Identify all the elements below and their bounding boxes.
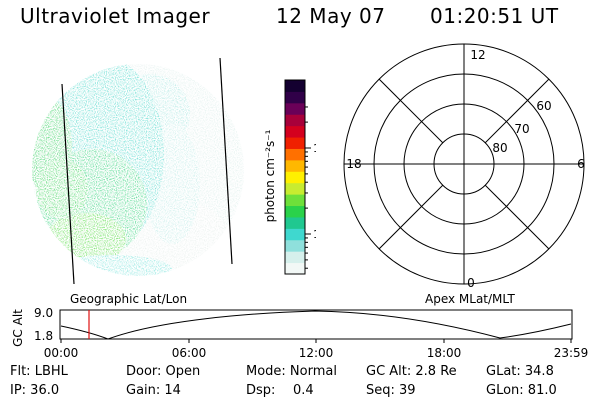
colorbar-tick-label: 10 (313, 228, 316, 241)
colorbar-stripe (285, 194, 305, 207)
meridian-line-right (219, 57, 233, 265)
colorbar-stripe (285, 125, 305, 138)
ip-info: IP: 36.0 (10, 383, 60, 398)
diag-se (484, 184, 550, 250)
lat-label-70: 70 (514, 122, 529, 136)
apex-caption: Apex MLat/MLT (425, 292, 515, 306)
mlt-label-6: 6 (577, 157, 585, 171)
colorbar-unit-label: photon cm⁻²s⁻¹ (263, 129, 277, 222)
mlt-label-12: 12 (470, 48, 485, 62)
colorbar-stripe (285, 205, 305, 218)
glat-info: GLat: 34.8 (486, 364, 554, 379)
diag-ne (484, 78, 550, 144)
dsp-label: Dsp: (246, 383, 276, 398)
colorbar-stripe (285, 216, 305, 229)
colorbar-stripe (285, 137, 305, 149)
meridian-line-left (61, 83, 75, 285)
auroral-image (32, 57, 244, 285)
dsp-value: 0.4 (293, 383, 314, 398)
timeline-xtick-1200: 12:00 (299, 346, 334, 360)
timeline-xtick-1800: 18:00 (427, 346, 462, 360)
instrument-title: Ultraviolet Imager (20, 4, 211, 28)
colorbar-stripe (285, 262, 305, 275)
seq-info: Seq: 39 (366, 383, 416, 398)
time-label: 01:20:51 UT (430, 4, 559, 28)
diag-sw (378, 184, 444, 250)
colorbar-stripe (285, 239, 305, 252)
altitude-timeline: GC Alt 9.0 1.8 00:00 06:00 12:00 18:00 2… (11, 306, 589, 360)
timeline-axis-label: GC Alt (11, 309, 25, 347)
filter-info: Flt: LBHL (10, 364, 68, 379)
colorbar-stripe (285, 148, 305, 161)
glon-info: GLon: 81.0 (486, 383, 557, 398)
colorbar-stripe (285, 228, 305, 241)
polar-mlt-plot: 12 6 0 18 60 70 80 (343, 43, 585, 290)
gc-alt-info: GC Alt: 2.8 Re (366, 364, 457, 379)
timeline-frame (59, 309, 573, 340)
timeline-ytick-bottom: 1.8 (34, 329, 53, 343)
colorbar-stripe (285, 114, 305, 127)
colorbar-stripe (285, 182, 305, 195)
mlt-label-0: 0 (467, 276, 475, 290)
date-label: 12 May 07 (276, 4, 386, 28)
door-info: Door: Open (126, 364, 201, 379)
gain-info: Gain: 14 (126, 383, 181, 398)
mlt-label-18: 18 (346, 157, 361, 171)
timeline-ytick-top: 9.0 (34, 306, 53, 320)
timeline-xtick-2359: 23:59 (554, 346, 589, 360)
timeline-xtick-0000: 00:00 (44, 346, 79, 360)
altitude-curve (60, 310, 572, 340)
colorbar-stripe (285, 251, 305, 264)
color-scale-bar: 100 10 photon cm⁻²s⁻¹ (263, 79, 316, 275)
colorbar-stripe (285, 80, 305, 92)
timeline-xtick-0600: 06:00 (172, 346, 207, 360)
colorbar-stripe (285, 159, 305, 172)
colorbar-stripe (285, 91, 305, 104)
mode-info: Mode: Normal (246, 364, 337, 379)
geographic-caption: Geographic Lat/Lon (70, 292, 188, 306)
lat-label-80: 80 (492, 141, 507, 155)
diag-nw (378, 78, 444, 144)
colorbar-stripe (285, 102, 305, 115)
colorbar-stripe (285, 171, 305, 184)
lat-label-60: 60 (536, 99, 551, 113)
colorbar-tick-label: 100 (313, 142, 316, 155)
